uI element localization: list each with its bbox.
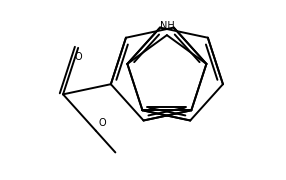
Text: O: O	[74, 52, 82, 62]
Text: O: O	[98, 118, 106, 128]
Text: NH: NH	[160, 21, 174, 31]
